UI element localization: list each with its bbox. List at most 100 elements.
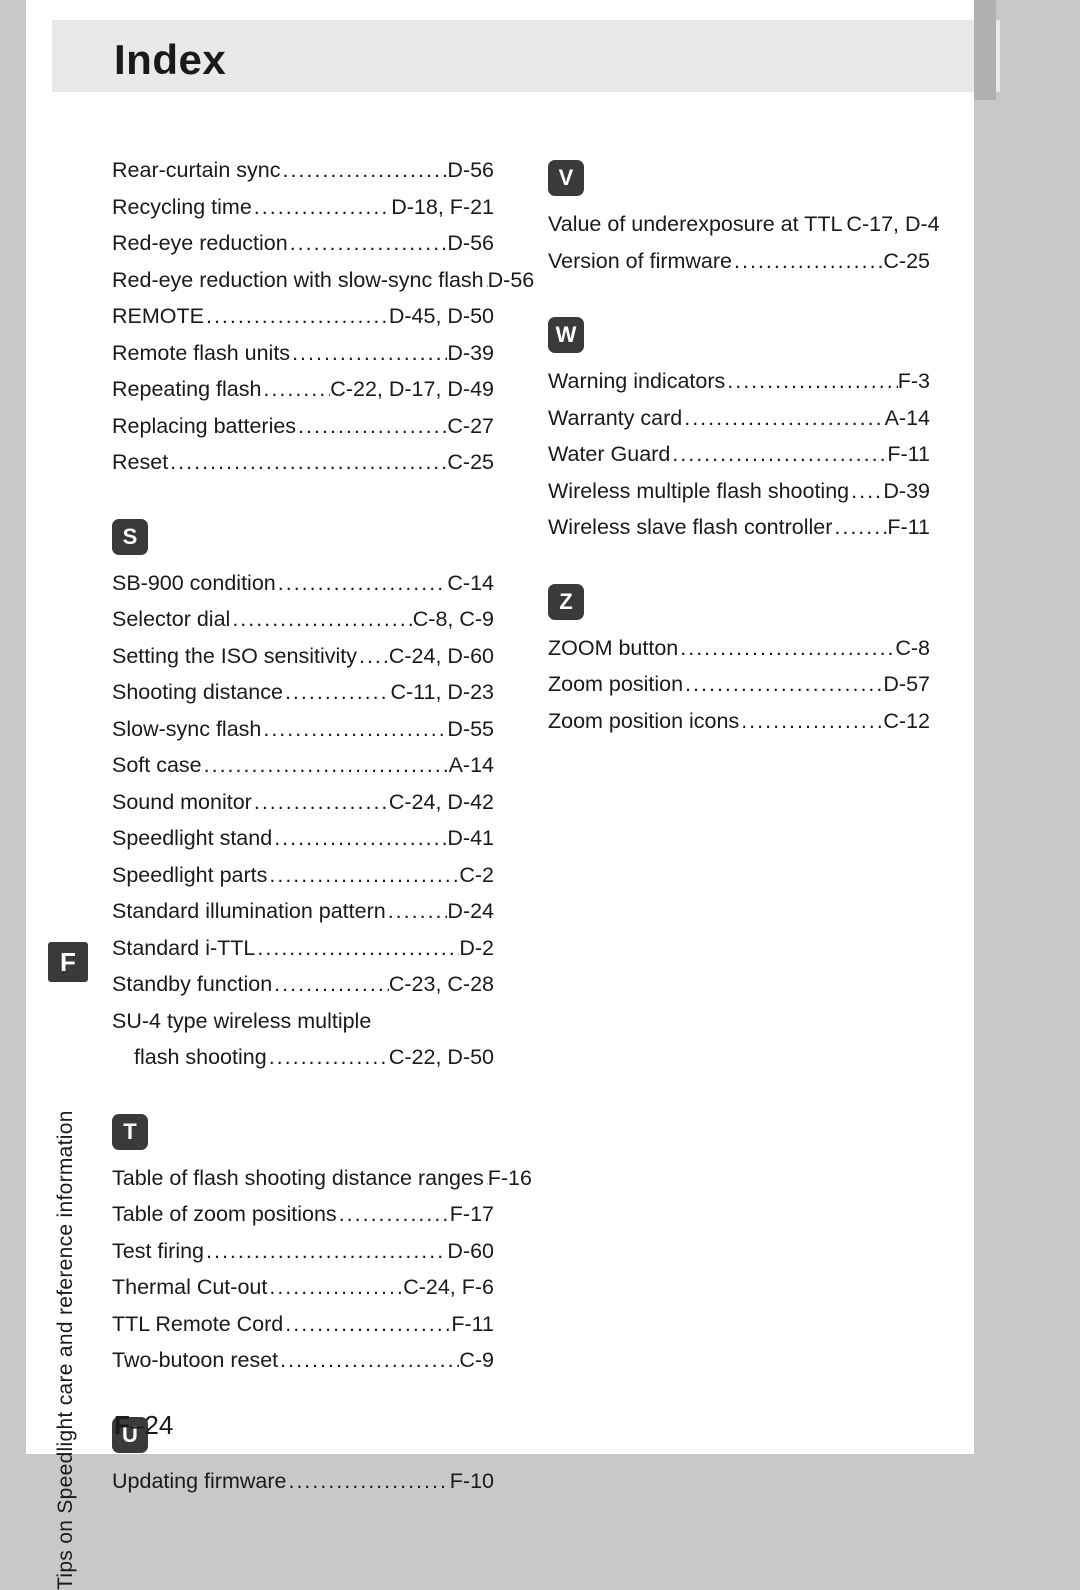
index-section-letter: Z — [548, 584, 584, 620]
leader-dots — [261, 719, 447, 741]
index-pages: D-57 — [883, 674, 930, 696]
index-term: Zoom position icons — [548, 711, 739, 733]
page-number-prefix: F — [114, 1410, 130, 1440]
leader-dots — [204, 306, 389, 328]
index-term: Test firing — [112, 1241, 204, 1263]
index-entry: Zoom position D-57 — [548, 674, 930, 696]
index-columns: Rear-curtain sync D-56 Recycling timeD-18,… — [112, 160, 932, 1507]
leader-dots — [272, 974, 389, 996]
leader-dots — [849, 481, 883, 503]
index-pages: F-10 — [450, 1471, 494, 1493]
leader-dots — [202, 755, 449, 777]
leader-dots — [682, 408, 884, 430]
index-entry: Speedlight standD-41 — [112, 828, 494, 850]
index-pages: D-24 — [447, 901, 494, 923]
index-term: Repeating flash — [112, 379, 261, 401]
leader-dots — [168, 452, 447, 474]
index-term: REMOTE — [112, 306, 204, 328]
index-pages: C-24, F-6 — [403, 1277, 494, 1299]
leader-dots — [296, 416, 447, 438]
leader-dots — [280, 160, 447, 182]
index-term: Soft case — [112, 755, 202, 777]
index-pages: D-39 — [883, 481, 930, 503]
index-column-left: Rear-curtain sync D-56 Recycling timeD-18,… — [112, 160, 494, 1507]
leader-dots — [230, 609, 412, 631]
section-tab: F — [48, 942, 88, 982]
leader-dots — [261, 379, 330, 401]
index-pages: C-11, D-23 — [390, 682, 494, 704]
index-pages: C-9 — [459, 1350, 494, 1372]
index-entry: Table of flash shooting distance rangesF… — [112, 1168, 494, 1190]
leader-dots — [255, 938, 459, 960]
index-entry: ResetC-25 — [112, 452, 494, 474]
leader-dots — [725, 371, 898, 393]
index-term: Remote flash units — [112, 343, 290, 365]
index-entry: SU-4 type wireless multiple — [112, 1011, 494, 1033]
index-pages: C-12 — [883, 711, 930, 733]
leader-dots — [683, 674, 883, 696]
index-term: Replacing batteries — [112, 416, 296, 438]
index-term: Speedlight parts — [112, 865, 267, 887]
index-entry: Thermal Cut-out C-24, F-6 — [112, 1277, 494, 1299]
index-term: Wireless slave flash controller — [548, 517, 832, 539]
index-pages: C-27 — [447, 416, 494, 438]
index-term: SU-4 type wireless multiple — [112, 1011, 371, 1033]
index-pages: C-2 — [459, 865, 494, 887]
index-pages: C-14 — [447, 573, 494, 595]
leader-dots — [283, 1314, 451, 1336]
leader-dots — [267, 865, 459, 887]
index-pages: F-11 — [887, 517, 930, 539]
index-term: Wireless multiple flash shooting — [548, 481, 849, 503]
index-term: Selector dial — [112, 609, 230, 631]
index-term: Updating firmware — [112, 1471, 286, 1493]
index-pages: C-8, C-9 — [413, 609, 494, 631]
leader-dots — [386, 901, 448, 923]
index-entry: Two-butoon resetC-9 — [112, 1350, 494, 1372]
index-pages: C-24, D-42 — [389, 792, 494, 814]
index-pages: D-45, D-50 — [389, 306, 494, 328]
index-entry: Red-eye reduction with slow-sync flashD-… — [112, 270, 494, 292]
index-section-letter: T — [112, 1114, 148, 1150]
index-section-letter: S — [112, 519, 148, 555]
index-term: ZOOM button — [548, 638, 678, 660]
index-pages: D-56 — [447, 160, 494, 182]
index-entry: Warning indicatorsF-3 — [548, 371, 930, 393]
leader-dots — [276, 573, 448, 595]
index-entry: Repeating flashC-22, D-17, D-49 — [112, 379, 494, 401]
index-entry: Updating firmware F-10 — [112, 1471, 494, 1493]
index-entry: TTL Remote CordF-11 — [112, 1314, 494, 1336]
leader-dots — [272, 828, 447, 850]
leader-dots — [357, 646, 389, 668]
leader-dots — [670, 444, 887, 466]
index-term: Zoom position — [548, 674, 683, 696]
index-term: Red-eye reduction — [112, 233, 288, 255]
index-section-letter: V — [548, 160, 584, 196]
index-pages: D-18, F-21 — [391, 197, 494, 219]
index-term: Thermal Cut-out — [112, 1277, 267, 1299]
index-entry: Speedlight parts C-2 — [112, 865, 494, 887]
page-number-dash: – — [130, 1410, 144, 1440]
index-entry: Water GuardF-11 — [548, 444, 930, 466]
leader-dots — [278, 1350, 459, 1372]
index-pages: F-16 — [488, 1168, 532, 1190]
index-pages: C-25 — [447, 452, 494, 474]
index-pages: F-17 — [450, 1204, 494, 1226]
index-pages: F-11 — [887, 444, 930, 466]
index-term: SB-900 condition — [112, 573, 276, 595]
index-term: Warning indicators — [548, 371, 725, 393]
index-term: Rear-curtain sync — [112, 160, 280, 182]
index-pages: D-39 — [447, 343, 494, 365]
index-entry: SB-900 condition C-14 — [112, 573, 494, 595]
index-entry: Table of zoom positionsF-17 — [112, 1204, 494, 1226]
index-section-letter: W — [548, 317, 584, 353]
index-entry: Red-eye reductionD-56 — [112, 233, 494, 255]
index-entry: Version of firmwareC-25 — [548, 251, 930, 273]
index-pages: C-22, D-50 — [389, 1047, 494, 1069]
index-pages: D-41 — [447, 828, 494, 850]
index-entry: Recycling timeD-18, F-21 — [112, 197, 494, 219]
index-entry: Rear-curtain sync D-56 — [112, 160, 494, 182]
leader-dots — [290, 343, 447, 365]
leader-dots — [267, 1047, 389, 1069]
page-edge-shade — [974, 0, 996, 100]
index-entry: Wireless slave flash controller F-11 — [548, 517, 930, 539]
